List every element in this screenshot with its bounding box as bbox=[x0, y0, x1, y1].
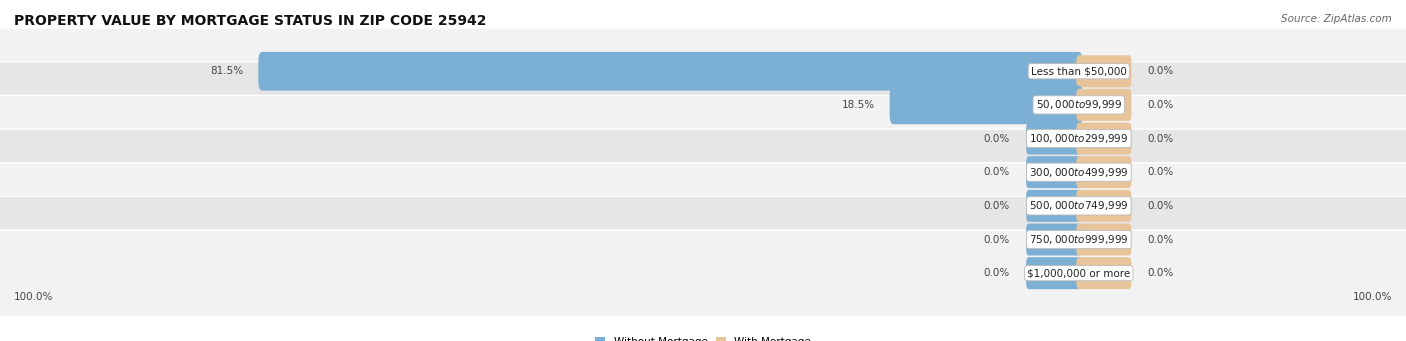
Text: 0.0%: 0.0% bbox=[984, 201, 1010, 211]
FancyBboxPatch shape bbox=[0, 163, 1406, 249]
Text: 0.0%: 0.0% bbox=[984, 235, 1010, 244]
Text: Less than $50,000: Less than $50,000 bbox=[1031, 66, 1126, 76]
Text: 0.0%: 0.0% bbox=[1147, 268, 1174, 278]
Text: $100,000 to $299,999: $100,000 to $299,999 bbox=[1029, 132, 1129, 145]
FancyBboxPatch shape bbox=[1026, 156, 1081, 188]
Text: 100.0%: 100.0% bbox=[1353, 292, 1392, 302]
Text: 0.0%: 0.0% bbox=[1147, 66, 1174, 76]
Text: Source: ZipAtlas.com: Source: ZipAtlas.com bbox=[1281, 14, 1392, 24]
Text: 18.5%: 18.5% bbox=[841, 100, 875, 110]
Text: $500,000 to $749,999: $500,000 to $749,999 bbox=[1029, 199, 1129, 212]
FancyBboxPatch shape bbox=[0, 28, 1406, 114]
Text: $750,000 to $999,999: $750,000 to $999,999 bbox=[1029, 233, 1129, 246]
Text: 81.5%: 81.5% bbox=[209, 66, 243, 76]
FancyBboxPatch shape bbox=[0, 196, 1406, 283]
Text: 0.0%: 0.0% bbox=[984, 134, 1010, 144]
FancyBboxPatch shape bbox=[0, 129, 1406, 215]
Text: 0.0%: 0.0% bbox=[1147, 167, 1174, 177]
Text: 0.0%: 0.0% bbox=[984, 167, 1010, 177]
Text: 100.0%: 100.0% bbox=[14, 292, 53, 302]
FancyBboxPatch shape bbox=[1076, 190, 1132, 222]
Text: $50,000 to $99,999: $50,000 to $99,999 bbox=[1036, 99, 1122, 112]
FancyBboxPatch shape bbox=[1076, 55, 1132, 87]
FancyBboxPatch shape bbox=[1026, 257, 1081, 289]
Text: PROPERTY VALUE BY MORTGAGE STATUS IN ZIP CODE 25942: PROPERTY VALUE BY MORTGAGE STATUS IN ZIP… bbox=[14, 14, 486, 28]
Legend: Without Mortgage, With Mortgage: Without Mortgage, With Mortgage bbox=[591, 333, 815, 341]
Text: 0.0%: 0.0% bbox=[984, 268, 1010, 278]
FancyBboxPatch shape bbox=[0, 62, 1406, 148]
Text: 0.0%: 0.0% bbox=[1147, 134, 1174, 144]
FancyBboxPatch shape bbox=[1076, 223, 1132, 255]
FancyBboxPatch shape bbox=[1076, 257, 1132, 289]
Text: 0.0%: 0.0% bbox=[1147, 235, 1174, 244]
FancyBboxPatch shape bbox=[1076, 122, 1132, 154]
Text: $1,000,000 or more: $1,000,000 or more bbox=[1028, 268, 1130, 278]
FancyBboxPatch shape bbox=[1076, 89, 1132, 121]
Text: 0.0%: 0.0% bbox=[1147, 100, 1174, 110]
FancyBboxPatch shape bbox=[1026, 190, 1081, 222]
Text: 0.0%: 0.0% bbox=[1147, 201, 1174, 211]
Text: $300,000 to $499,999: $300,000 to $499,999 bbox=[1029, 166, 1129, 179]
FancyBboxPatch shape bbox=[0, 230, 1406, 316]
FancyBboxPatch shape bbox=[1076, 156, 1132, 188]
FancyBboxPatch shape bbox=[259, 52, 1083, 91]
FancyBboxPatch shape bbox=[0, 95, 1406, 182]
FancyBboxPatch shape bbox=[1026, 122, 1081, 154]
FancyBboxPatch shape bbox=[1026, 223, 1081, 255]
FancyBboxPatch shape bbox=[890, 86, 1083, 124]
